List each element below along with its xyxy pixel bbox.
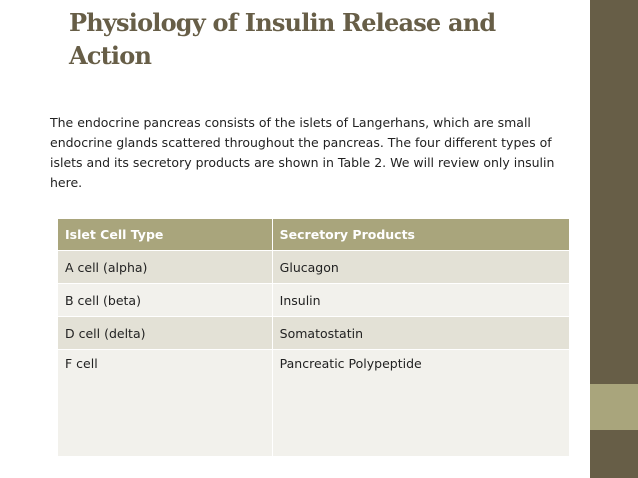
cell: B cell (beta) — [57, 283, 273, 317]
body-line: islets and its secretory products are sh… — [50, 155, 555, 170]
title-line: Action — [69, 41, 152, 70]
cell: Pancreatic Polypeptide — [271, 349, 571, 457]
header-cell: Secretory Products — [271, 218, 571, 251]
cell: A cell (alpha) — [57, 250, 273, 284]
title-line: Physiology of Insulin Release and — [69, 8, 496, 37]
row: A cell (alpha) Glucagon — [57, 250, 571, 284]
body-line: here. — [50, 175, 83, 190]
body-line: endocrine glands scattered throughout th… — [50, 135, 552, 150]
side-accent — [590, 384, 638, 430]
body-text: The endocrine pancreas consists of the i… — [50, 113, 554, 193]
table: Islet Cell Type Secretory Products A cel… — [57, 218, 571, 457]
row: D cell (delta) Somatostatin — [57, 316, 571, 350]
cell: F cell — [57, 349, 273, 457]
cell: Insulin — [271, 283, 571, 317]
header-row: Islet Cell Type Secretory Products — [57, 218, 571, 251]
cell: Glucagon — [271, 250, 571, 284]
body-line: The endocrine pancreas consists of the i… — [50, 115, 531, 130]
cell: Somatostatin — [271, 316, 571, 350]
row: F cell Pancreatic Polypeptide — [57, 349, 571, 457]
slide-title: Physiology of Insulin Release and Action — [69, 6, 496, 72]
header-cell: Islet Cell Type — [57, 218, 273, 251]
cell: D cell (delta) — [57, 316, 273, 350]
row: B cell (beta) Insulin — [57, 283, 571, 317]
